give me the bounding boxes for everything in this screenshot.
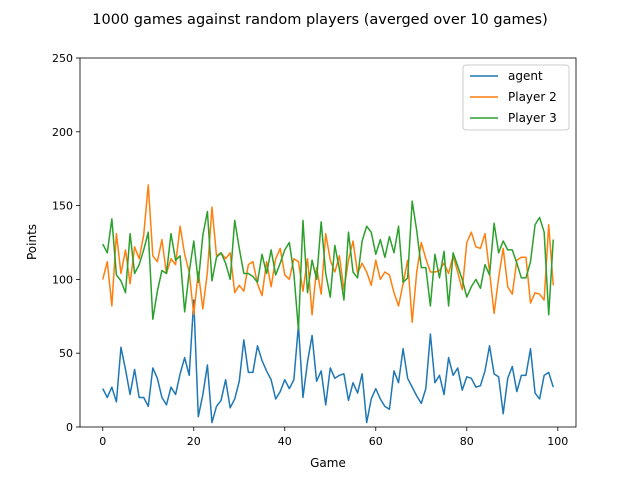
y-tick-label: 150 bbox=[52, 200, 73, 213]
plot-frame bbox=[79, 57, 577, 428]
legend-label: Player 2 bbox=[508, 90, 557, 104]
x-tick-label: 0 bbox=[99, 435, 106, 448]
series-line-player-3 bbox=[102, 200, 554, 331]
legend-label: agent bbox=[508, 69, 543, 83]
series-line-agent bbox=[102, 299, 554, 424]
axes: 0 20 40 60 80 100 0 50 100 150 200 250 bbox=[52, 52, 577, 448]
series-line-player-2 bbox=[102, 184, 554, 323]
y-tick-label: 100 bbox=[52, 273, 73, 286]
chart-title: 1000 games against random players (averg… bbox=[92, 12, 547, 28]
legend: agent Player 2 Player 3 bbox=[462, 64, 570, 131]
series-layer bbox=[102, 184, 554, 424]
y-tick-label: 250 bbox=[52, 52, 73, 65]
x-tick-label: 100 bbox=[547, 435, 568, 448]
legend-label: Player 3 bbox=[508, 111, 557, 125]
y-tick-label: 200 bbox=[52, 126, 73, 139]
y-tick-label: 0 bbox=[66, 421, 73, 434]
x-tick-label: 60 bbox=[369, 435, 383, 448]
x-tick-label: 40 bbox=[278, 435, 292, 448]
x-axis-label: Game bbox=[310, 456, 346, 470]
y-axis-label: Points bbox=[25, 224, 39, 260]
legend-box bbox=[462, 64, 570, 131]
x-tick-label: 20 bbox=[187, 435, 201, 448]
y-tick-label: 50 bbox=[59, 347, 73, 360]
x-tick-label: 80 bbox=[460, 435, 474, 448]
